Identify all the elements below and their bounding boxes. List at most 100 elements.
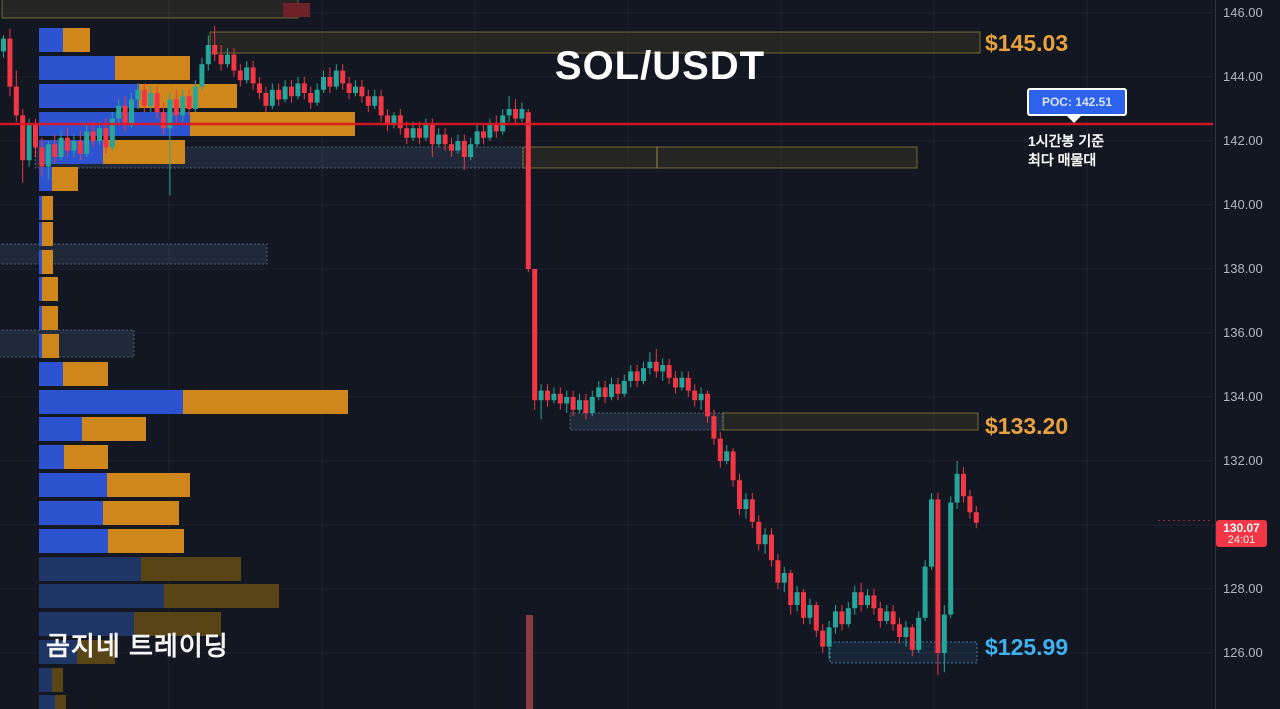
faded-candle-bar: [526, 615, 533, 709]
candle-down: [653, 361, 659, 372]
candle-up: [372, 96, 378, 106]
axis-tick-label: 128.00: [1223, 581, 1263, 596]
candle-down: [685, 377, 691, 391]
candle-up: [314, 89, 320, 103]
candle-down: [705, 393, 710, 417]
volume-profile-sell-bar: [82, 417, 146, 441]
candle-up: [282, 86, 288, 100]
candle-down: [634, 371, 640, 381]
volume-profile-buy-bar: [39, 196, 42, 220]
candle-down: [493, 125, 499, 132]
price-level-label: $145.03: [985, 30, 1069, 56]
candle-down: [301, 83, 307, 93]
axis-tick-label: 132.00: [1223, 453, 1263, 468]
candle-up: [58, 137, 64, 157]
candle-down: [615, 384, 621, 394]
candle-up: [97, 128, 102, 141]
candle-down: [154, 93, 160, 113]
annotation-line-1: 1시간봉 기준: [1028, 133, 1105, 149]
candle-down: [513, 109, 518, 119]
candle-up: [929, 499, 934, 567]
candle-up: [135, 89, 141, 100]
candle-down: [557, 393, 563, 404]
candle-down: [877, 608, 883, 621]
candle-down: [769, 534, 774, 561]
watermark: 곰지네 트레이딩: [46, 631, 229, 661]
volume-profile-buy-bar: [39, 668, 52, 692]
candle-down: [359, 86, 365, 97]
candle-down: [788, 573, 794, 605]
zone-box-blue: [569, 412, 724, 431]
candle-down: [711, 416, 717, 439]
candle-down: [897, 624, 902, 637]
volume-profile-sell-bar: [107, 473, 190, 497]
axis-tick-label: 146.00: [1223, 5, 1263, 20]
candle-down: [237, 70, 243, 81]
volume-profile-buy-bar: [39, 612, 134, 636]
candle-down: [212, 45, 218, 55]
zone-box-olive: [722, 412, 979, 431]
candle-down: [33, 125, 38, 148]
volume-profile-sell-bar: [63, 28, 90, 52]
poc-callout-label: POC: 142.51: [1041, 95, 1113, 109]
candle-up: [116, 105, 122, 119]
axis-tick-label: 138.00: [1223, 261, 1263, 276]
volume-profile-sell-bar: [103, 140, 185, 164]
candle-down: [173, 99, 179, 116]
candle-up: [596, 387, 602, 397]
candle-down: [673, 377, 678, 388]
volume-profile-sell-bar: [52, 668, 63, 692]
volume-profile-buy-bar: [39, 84, 139, 108]
candle-down: [775, 560, 781, 583]
candle-up: [391, 115, 397, 125]
candle-down: [813, 605, 819, 631]
volume-profile-sell-bar: [77, 640, 115, 664]
candle-up: [538, 390, 544, 401]
candle-up: [679, 377, 685, 388]
candle-down: [730, 451, 736, 481]
candle-up: [724, 451, 730, 461]
volume-profile-buy-bar: [39, 362, 63, 386]
candle-up: [474, 131, 480, 145]
candle-up: [660, 365, 666, 372]
volume-profile-sell-bar: [164, 584, 279, 608]
candle-up: [621, 381, 627, 394]
volume-profile-buy-bar: [39, 529, 108, 553]
axis-tick-label: 144.00: [1223, 69, 1263, 84]
candle-up: [129, 99, 134, 125]
volume-profile-sell-bar: [63, 362, 108, 386]
candle-up: [468, 144, 474, 157]
annotation-line-2: 최다 매물대: [1028, 152, 1097, 168]
volume-profile-buy-bar: [39, 695, 55, 709]
price-axis[interactable]: 146.00 144.00 142.00 140.00 138.00 136.00 134.…: [1215, 0, 1280, 709]
candle-up: [205, 45, 211, 65]
chart-title: SOL/USDT: [554, 44, 766, 88]
candle-down: [602, 387, 608, 397]
axis-tick-label: 142.00: [1223, 133, 1263, 148]
last-price-badge: 130.07 24:01: [1216, 520, 1267, 547]
candle-down: [961, 473, 966, 497]
volume-profile-buy-bar: [39, 473, 107, 497]
candle-down: [692, 390, 698, 401]
poc-callout-pointer: [1067, 116, 1081, 123]
candle-down: [820, 630, 826, 647]
volume-profile-buy-bar: [39, 640, 77, 664]
volume-profile-sell-bar: [42, 250, 53, 274]
candle-down: [570, 397, 576, 410]
candle-up: [167, 99, 173, 129]
candle-up: [641, 368, 646, 381]
candle-up: [193, 86, 198, 109]
candle-down: [973, 512, 979, 523]
volume-profile-sell-bar: [103, 501, 179, 525]
zone-box-olive: [1, 0, 299, 19]
candle-up: [807, 605, 813, 618]
candle-down: [141, 89, 147, 106]
volume-profile-buy-bar: [39, 250, 42, 274]
candle-up: [762, 534, 768, 545]
candle-up: [647, 361, 653, 369]
candle-up: [743, 499, 749, 509]
candle-down: [186, 96, 192, 109]
candle-up: [845, 608, 851, 625]
